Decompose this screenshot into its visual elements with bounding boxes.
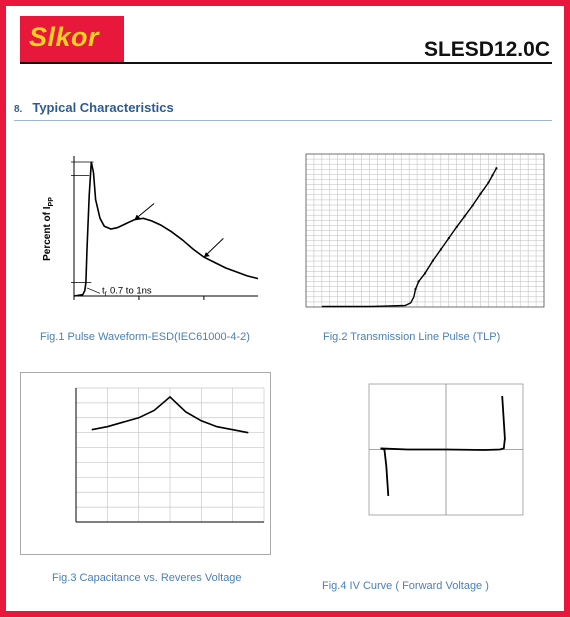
- y-axis-label: Percent of IPP: [42, 197, 55, 261]
- section-divider: [14, 120, 552, 121]
- tlp-data-point: [471, 204, 474, 207]
- rise-time-arrow: [86, 287, 101, 294]
- tlp-data-point: [414, 288, 417, 291]
- rise-time-subscript: r: [105, 290, 108, 297]
- tlp-data-point: [487, 181, 490, 184]
- brand-logo: Slkor: [20, 16, 124, 62]
- tlp-data-point: [495, 167, 498, 170]
- iv-curve-chart: [368, 383, 524, 516]
- rise-time-value: 0.7 to 1ns: [110, 285, 152, 296]
- rise-time-annotation: tr 0.7 to 1ns: [102, 285, 152, 297]
- fig3-caption: Fig.3 Capacitance vs. Reveres Voltage: [52, 572, 242, 584]
- section-heading: 8. Typical Characteristics: [14, 100, 174, 115]
- tlp-data-point: [491, 174, 494, 177]
- tlp-data-point: [423, 272, 427, 275]
- y-axis-label-sub: PP: [48, 197, 55, 207]
- tlp-data-point: [431, 259, 435, 262]
- section-title: Typical Characteristics: [32, 100, 174, 115]
- annotation-arrowhead-60ns: [203, 252, 210, 258]
- tlp-data-point: [417, 280, 420, 283]
- y-axis-label-main: Percent of I: [42, 206, 53, 261]
- part-number: SLESD12.0C: [423, 38, 550, 61]
- tlp-data-point: [463, 215, 466, 218]
- iv-curve-line: [380, 395, 506, 496]
- rise-time-symbol: t: [102, 285, 105, 296]
- tlp-data-point: [479, 192, 482, 195]
- tlp-curve: [321, 167, 498, 308]
- tlp-data-point: [455, 225, 458, 229]
- fig1-caption: Fig.1 Pulse Waveform-ESD(IEC61000-4-2): [40, 331, 250, 343]
- pulse-waveform-chart: Percent of IPP tr 0.7 to 1ns: [42, 156, 259, 300]
- fig4-caption: Fig.4 IV Curve ( Forward Voltage ): [322, 580, 489, 592]
- tlp-data-point: [447, 237, 450, 240]
- logo-text: Slkor: [29, 22, 100, 52]
- tlp-data-point: [439, 248, 442, 251]
- datasheet-page: Slkor SLESD12.0C 8. Typical Characteristi…: [6, 6, 564, 611]
- annotation-arrowhead-30ns: [134, 214, 141, 220]
- capacitance-chart: [20, 372, 271, 555]
- tlp-chart: [305, 153, 545, 308]
- header-divider: [20, 62, 552, 64]
- waveform-line: [73, 161, 259, 297]
- section-number: 8.: [14, 104, 23, 115]
- fig2-caption: Fig.2 Transmission Line Pulse (TLP): [323, 331, 501, 343]
- chart-border: [20, 372, 271, 555]
- capacitance-line: [91, 395, 249, 434]
- plot-frame: [305, 153, 545, 308]
